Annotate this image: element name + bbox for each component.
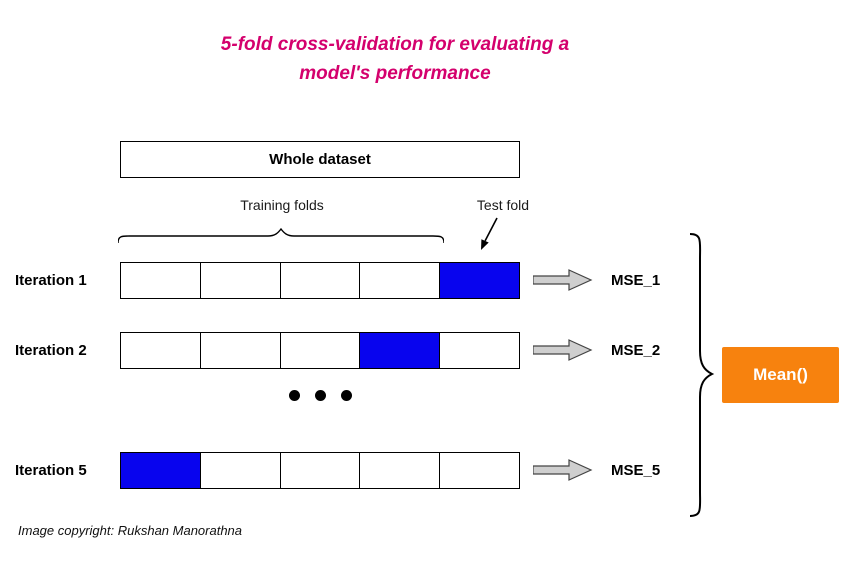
copyright-text: Image copyright: Rukshan Manorathna [18,523,243,538]
test-fold-cell [120,452,201,489]
figure-title: 5-fold cross-validation for evaluating a… [0,30,790,89]
test-fold-cell [359,332,441,369]
fold-strip [120,452,520,489]
training-folds-brace-icon [118,228,444,244]
title-line-1: 5-fold cross-validation for evaluating a [220,34,570,55]
fold-strip [120,262,520,299]
iteration-label: Iteration 2 [15,342,87,359]
right-arrow-icon [533,269,593,291]
iteration-row-2: Iteration 2 MSE_2 [0,332,852,369]
title-line-2: model's performance [299,63,491,85]
iteration-label: Iteration 1 [15,272,87,289]
train-fold-cell [199,452,281,489]
train-fold-cell [359,452,441,489]
whole-dataset-label: Whole dataset [269,151,371,168]
training-folds-label: Training folds [240,197,324,213]
train-fold-cell [439,332,520,369]
test-fold-cell [439,262,520,299]
train-fold-cell [359,262,441,299]
fold-strip [120,332,520,369]
iteration-row-5: Iteration 5 MSE_5 [0,452,852,489]
mse-label: MSE_2 [611,342,661,359]
whole-dataset-box: Whole dataset [120,141,520,178]
train-fold-cell [279,332,361,369]
train-fold-cell [279,452,361,489]
mse-label: MSE_1 [611,272,661,289]
test-fold-label: Test fold [476,197,530,213]
mse-label: MSE_5 [611,462,661,479]
right-arrow-icon [533,339,593,361]
train-fold-cell [120,262,201,299]
train-fold-cell [279,262,361,299]
train-fold-cell [199,262,281,299]
aggregate-brace-icon [689,233,715,517]
train-fold-cell [120,332,201,369]
test-fold-arrow-icon [481,217,498,250]
iteration-label: Iteration 5 [15,462,87,479]
mean-box: Mean() [722,347,839,403]
right-arrow-icon [533,459,593,481]
train-fold-cell [439,452,520,489]
train-fold-cell [199,332,281,369]
ellipsis-icon [289,390,352,401]
mean-label: Mean() [753,365,808,384]
iteration-row-1: Iteration 1 MSE_1 [0,262,852,299]
